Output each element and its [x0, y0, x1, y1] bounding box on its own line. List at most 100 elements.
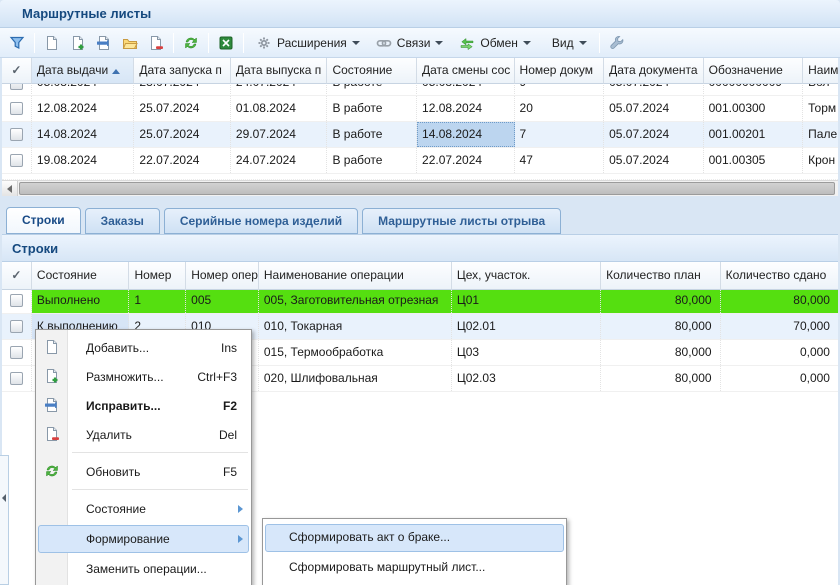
row-checkbox[interactable]: [9, 320, 23, 333]
gear-icon: [258, 37, 270, 48]
cell: 001.00305: [704, 148, 804, 173]
table-row-done[interactable]: Выполнено 1 005 005, Заготовительная отр…: [2, 288, 838, 314]
route-sheets-grid: ✓ Дата выдачи Дата запуска п Дата выпуск…: [2, 58, 838, 196]
cell: 020, Шлифовальная: [259, 366, 452, 391]
filter-button[interactable]: [5, 31, 29, 55]
row-checkbox[interactable]: [9, 294, 23, 307]
panel-header-rows: Строки: [2, 235, 838, 262]
menu-item-state[interactable]: Состояние: [36, 494, 251, 524]
tab-zakazy[interactable]: Заказы: [84, 208, 160, 234]
excel-icon: [219, 36, 233, 49]
submenu-item-generate-route-sheet[interactable]: Сформировать маршрутный лист...: [289, 560, 486, 574]
col-header-state-change-date[interactable]: Дата смены сос: [417, 58, 515, 84]
menu-item-generate[interactable]: Формирование: [36, 524, 251, 554]
col-header-state[interactable]: Состояние: [31, 262, 130, 290]
col-header-release-date[interactable]: Дата выпуска п: [230, 58, 328, 84]
col-header-state[interactable]: Состояние: [327, 58, 418, 84]
generate-submenu: Сформировать акт о браке... Сформировать…: [262, 518, 567, 585]
row-checkbox[interactable]: [9, 346, 23, 359]
cell: 001.00300: [704, 96, 804, 121]
refresh-button[interactable]: [179, 31, 203, 55]
scrollbar-thumb[interactable]: [19, 182, 835, 195]
cell: 05.07.2024: [604, 96, 704, 121]
cell: В работе: [327, 96, 418, 121]
row-checkbox[interactable]: [9, 84, 23, 90]
col-header-designation[interactable]: Обозначение: [703, 58, 804, 84]
cell: 24.07.2024: [231, 84, 328, 95]
menu-item-edit[interactable]: Исправить... F2: [36, 391, 251, 420]
cell: 05.08.2024: [417, 84, 515, 95]
cell: 05.08.2024: [32, 84, 135, 95]
cell: 12.08.2024: [417, 96, 515, 121]
scroll-left-button[interactable]: [2, 181, 18, 196]
col-header-doc-number[interactable]: Номер докум: [514, 58, 605, 84]
col-header-name[interactable]: Наим: [803, 58, 838, 84]
tab-tear-off-sheets[interactable]: Маршрутные листы отрыва: [362, 208, 562, 234]
cell: Ц03: [452, 340, 602, 365]
chevron-down-icon: [351, 41, 360, 45]
new-doc-icon: [47, 35, 57, 50]
menu-item-delete[interactable]: Удалить Del: [36, 420, 251, 449]
col-header-doc-date[interactable]: Дата документа: [604, 58, 704, 84]
cell: 0,000: [799, 345, 830, 359]
row-checkbox[interactable]: [9, 128, 23, 141]
open-button[interactable]: [118, 31, 142, 55]
extensions-menu-label: Расширения: [277, 35, 347, 50]
cell: Ц01: [452, 288, 602, 313]
col-header-qty-done[interactable]: Количество сдано: [720, 262, 838, 290]
excel-export-button[interactable]: [214, 31, 238, 55]
toolbar-separator: [34, 32, 35, 53]
refresh-icon: [185, 37, 197, 48]
links-menu-button[interactable]: Связи: [369, 31, 451, 55]
settings-button[interactable]: [605, 31, 629, 55]
delete-button[interactable]: [144, 31, 168, 55]
table-row[interactable]: 19.08.2024 22.07.2024 24.07.2024 В работ…: [2, 148, 838, 174]
extensions-menu-button[interactable]: Расширения: [249, 31, 367, 55]
cell: 05.07.2024: [604, 84, 704, 95]
edit-button[interactable]: [92, 31, 116, 55]
table-row-selected[interactable]: К выполнению 2 010 010, Токарная Ц02.01 …: [2, 314, 838, 340]
arrow-left-icon: [2, 494, 6, 502]
menu-item-add[interactable]: Добавить... Ins: [36, 333, 251, 362]
col-header-issue-date[interactable]: Дата выдачи: [31, 58, 135, 84]
cell: 20: [515, 96, 605, 121]
col-header-op-name[interactable]: Наименование операции: [258, 262, 452, 290]
duplicate-button[interactable]: [66, 31, 90, 55]
menu-separator: [36, 449, 251, 457]
cell: В работе: [327, 148, 418, 173]
add-button[interactable]: [40, 31, 64, 55]
col-header-number[interactable]: Номер: [129, 262, 187, 290]
collapse-splitter[interactable]: [0, 455, 9, 585]
cell: Вол: [803, 84, 838, 95]
col-header-op-number[interactable]: Номер опера: [186, 262, 259, 290]
submenu-arrow-icon: [238, 535, 243, 543]
menu-item-refresh[interactable]: Обновить F5: [36, 457, 251, 486]
menu-separator: [36, 486, 251, 494]
view-menu-button[interactable]: Вид: [540, 31, 594, 55]
col-header-start-date[interactable]: Дата запуска п: [134, 58, 231, 84]
grid2-header-row: ✓ Состояние Номер Номер опера Наименован…: [2, 262, 838, 290]
cell: Выполнено: [32, 288, 130, 313]
new-doc-icon: [44, 339, 60, 355]
menu-item-replace-operations[interactable]: Заменить операции...: [86, 562, 207, 576]
table-row-selected[interactable]: 14.08.2024 25.07.2024 29.07.2024 В работ…: [2, 122, 838, 148]
col-header-qty-plan[interactable]: Количество план: [601, 262, 721, 290]
menu-item-duplicate[interactable]: Размножить... Ctrl+F3: [36, 362, 251, 391]
cell: 9: [515, 84, 605, 95]
cell: В работе: [327, 84, 418, 95]
submenu-item-generate-defect-act[interactable]: Сформировать акт о браке...: [263, 523, 566, 553]
table-row[interactable]: 05.08.2024 23.07.2024 24.07.2024 В работ…: [2, 84, 838, 95]
horizontal-scrollbar[interactable]: [2, 180, 838, 196]
select-all-header[interactable]: ✓: [2, 262, 32, 290]
tab-serial-numbers[interactable]: Серийные номера изделий: [163, 208, 359, 234]
col-header-workshop[interactable]: Цех, участок.: [451, 262, 602, 290]
exchange-menu-button[interactable]: Обмен: [452, 31, 538, 55]
row-checkbox[interactable]: [9, 372, 23, 385]
cell: 23.07.2024: [134, 84, 231, 95]
row-checkbox[interactable]: [9, 154, 23, 167]
select-all-header[interactable]: ✓: [2, 58, 32, 84]
cell: [186, 366, 259, 391]
row-checkbox[interactable]: [9, 102, 23, 115]
tab-stroki[interactable]: Строки: [6, 207, 81, 234]
table-row[interactable]: 12.08.2024 25.07.2024 01.08.2024 В работ…: [2, 96, 838, 122]
